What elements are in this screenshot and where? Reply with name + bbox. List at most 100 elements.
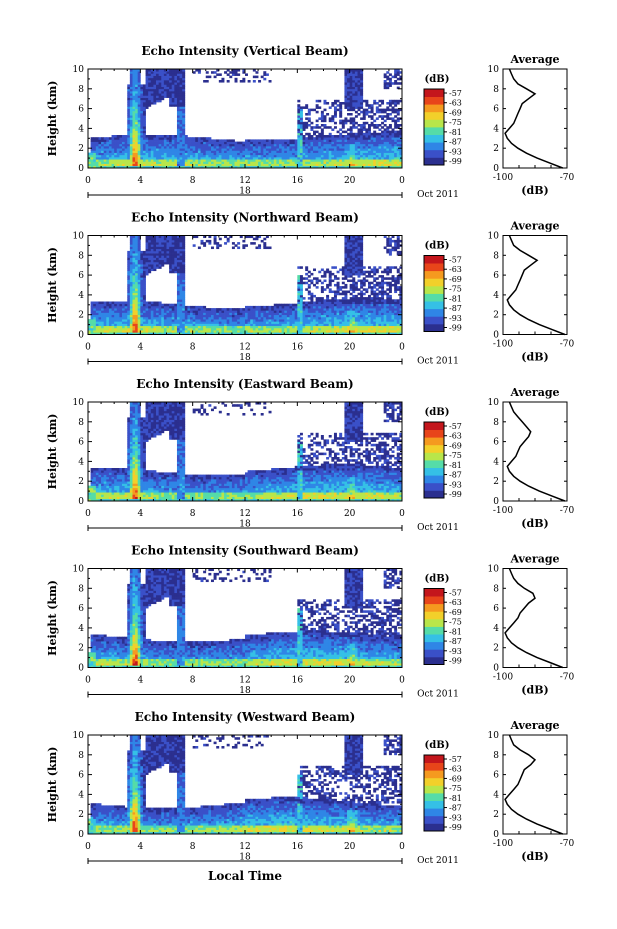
- heatmap-cell: [271, 325, 275, 329]
- heatmap-cell: [179, 139, 183, 142]
- heatmap-cell: [242, 239, 246, 243]
- heatmap-cell: [354, 137, 358, 140]
- heatmap-cell: [200, 310, 204, 313]
- heatmap-cell: [268, 154, 272, 158]
- heatmap-cell: [195, 332, 199, 335]
- heatmap-cell: [197, 157, 201, 160]
- heatmap-cell: [344, 316, 348, 320]
- heatmap-cell: [190, 148, 194, 151]
- heatmap-cell: [103, 332, 107, 335]
- heatmap-cell: [245, 161, 248, 164]
- heatmap-cell: [365, 130, 369, 134]
- heatmap-cell: [268, 146, 272, 149]
- heatmap-cell: [203, 154, 207, 158]
- heatmap-cell: [339, 139, 343, 142]
- heatmap-cell: [122, 330, 125, 333]
- heatmap-cell: [182, 264, 186, 267]
- heatmap-cell: [310, 305, 314, 309]
- heatmap-cell: [116, 321, 120, 324]
- heatmap-cell: [142, 135, 146, 138]
- heatmap-cell: [122, 137, 125, 140]
- heatmap-cell: [127, 323, 131, 327]
- heatmap-cell: [148, 102, 152, 105]
- heatmap-cell: [103, 310, 107, 313]
- heatmap-cell: [137, 163, 141, 167]
- heatmap-cell: [347, 77, 351, 81]
- heatmap-cell: [182, 242, 186, 245]
- heatmap-cell: [158, 305, 162, 309]
- heatmap-cell: [90, 327, 94, 331]
- heatmap-cell: [135, 323, 139, 327]
- heatmap-cell: [163, 308, 167, 311]
- heatmap-cell: [176, 146, 180, 149]
- heatmap-cell: [210, 312, 214, 316]
- heatmap-cell: [265, 323, 269, 327]
- heatmap-cell: [150, 316, 154, 320]
- heatmap-cell: [169, 308, 173, 311]
- heatmap-cell: [367, 128, 371, 131]
- heatmap-cell: [339, 143, 343, 147]
- heatmap-cell: [140, 323, 144, 327]
- heatmap-cell: [365, 141, 369, 145]
- heatmap-cell: [383, 130, 387, 134]
- heatmap-cell: [98, 310, 102, 313]
- heatmap-cell: [250, 139, 254, 142]
- heatmap-cell: [205, 330, 209, 333]
- heatmap-cell: [336, 314, 340, 318]
- heatmap-cell: [163, 261, 167, 265]
- heatmap-cell: [383, 146, 387, 149]
- heatmap-cell: [360, 152, 364, 156]
- heatmap-cell: [326, 139, 330, 142]
- heatmap-cell: [145, 319, 149, 322]
- heatmap-cell: [166, 152, 170, 156]
- heatmap-cell: [182, 239, 186, 243]
- heatmap-cell: [176, 93, 180, 96]
- heatmap-cell: [375, 163, 379, 167]
- heatmap-cell: [137, 270, 141, 274]
- heatmap-cell: [328, 165, 332, 169]
- heatmap-cell: [333, 137, 337, 140]
- heatmap-cell: [352, 143, 356, 147]
- heatmap-cell: [224, 165, 228, 169]
- heatmap-cell: [124, 308, 128, 311]
- heatmap-cell: [132, 154, 136, 158]
- heatmap-cell: [263, 323, 267, 327]
- heatmap-cell: [344, 82, 348, 85]
- heatmap-cell: [184, 163, 188, 167]
- heatmap-cell: [142, 141, 146, 145]
- heatmap-cell: [373, 130, 377, 134]
- heatmap-cell: [252, 330, 256, 333]
- heatmap-cell: [158, 255, 162, 258]
- heatmap-cell: [137, 150, 141, 153]
- heatmap-cell: [299, 128, 303, 131]
- heatmap-cell: [158, 146, 162, 149]
- heatmap-cell: [349, 71, 353, 74]
- heatmap-cell: [182, 248, 186, 252]
- heatmap-cell: [297, 310, 301, 313]
- heatmap-cell: [250, 332, 254, 335]
- heatmap-cell: [93, 161, 97, 164]
- heatmap-cell: [88, 159, 91, 162]
- heatmap-cell: [333, 275, 337, 278]
- heatmap-cell: [132, 288, 136, 291]
- heatmap-cell: [203, 308, 207, 311]
- heatmap-cell: [129, 93, 133, 96]
- heatmap-cell: [347, 71, 351, 74]
- heatmap-cell: [365, 150, 369, 153]
- heatmap-cell: [281, 165, 285, 169]
- heatmap-cell: [145, 152, 149, 156]
- heatmap-cell: [216, 244, 220, 247]
- heatmap-cell: [252, 319, 256, 322]
- heatmap-cell: [145, 165, 149, 169]
- heatmap-cell: [383, 108, 387, 112]
- heatmap-cell: [218, 327, 222, 331]
- heatmap-cell: [93, 314, 97, 318]
- heatmap-cell: [318, 152, 322, 156]
- heatmap-cell: [150, 102, 154, 105]
- heatmap-cell: [103, 161, 107, 164]
- heatmap-cell: [205, 154, 209, 158]
- heatmap-cell: [166, 84, 170, 87]
- heatmap-cell: [142, 330, 146, 333]
- heatmap-cell: [174, 165, 178, 169]
- heatmap-cell: [142, 113, 146, 116]
